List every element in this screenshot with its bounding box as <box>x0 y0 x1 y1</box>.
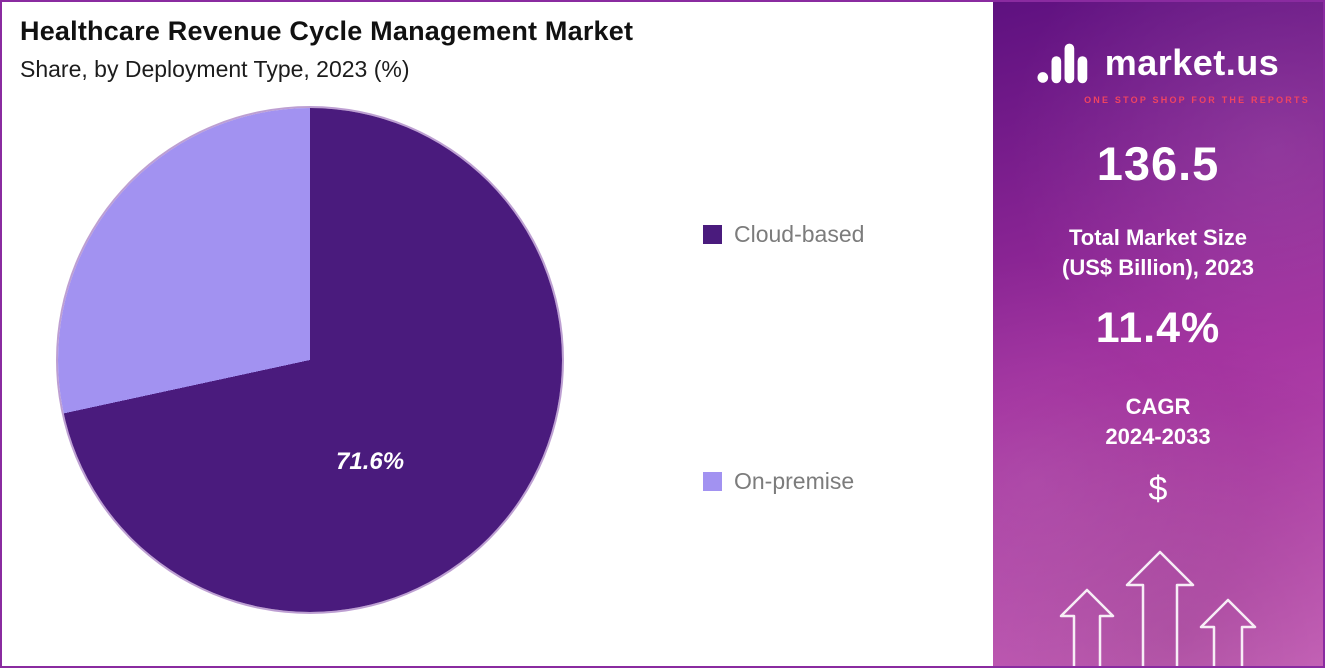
brand-panel: market.us ONE STOP SHOP FOR THE REPORTS … <box>993 2 1323 666</box>
legend-label: Cloud-based <box>734 221 865 247</box>
cagr-period: 2024-2033 <box>1105 424 1211 449</box>
legend-swatch <box>703 472 722 491</box>
legend-label: On-premise <box>734 468 855 494</box>
brand-name: market.us <box>1104 42 1280 83</box>
dollar-icon: $ <box>1148 470 1168 508</box>
marketus-logo-icon <box>1037 40 1095 84</box>
market-size-label-line2: (US$ Billion), 2023 <box>1062 255 1254 280</box>
legend-item-on-premise: On-premise <box>703 468 864 495</box>
market-size-value: 136.5 <box>1096 137 1220 190</box>
pie-slice-data-label: 71.6% <box>336 448 405 475</box>
brand-tagline: ONE STOP SHOP FOR THE REPORTS <box>1084 95 1310 105</box>
growth-arrows-icon <box>1059 550 1257 666</box>
chart-subtitle: Share, by Deployment Type, 2023 (%) <box>20 56 410 82</box>
chart-legend: Cloud-based On-premise <box>703 221 864 495</box>
legend-swatch <box>703 225 722 244</box>
market-size-label-line1: Total Market Size <box>1068 225 1248 250</box>
brand-logo: market.us <box>993 40 1323 84</box>
pie-chart: 71.6% <box>58 108 562 612</box>
chart-title: Healthcare Revenue Cycle Management Mark… <box>20 16 634 46</box>
cagr-label-text: CAGR <box>1125 394 1191 419</box>
market-size-label: Total Market Size (US$ Billion), 2023 <box>993 223 1323 283</box>
legend-item-cloud-based: Cloud-based <box>703 221 864 248</box>
cagr-value: 11.4% <box>1095 304 1221 352</box>
cagr-label: CAGR 2024-2033 <box>993 392 1323 452</box>
